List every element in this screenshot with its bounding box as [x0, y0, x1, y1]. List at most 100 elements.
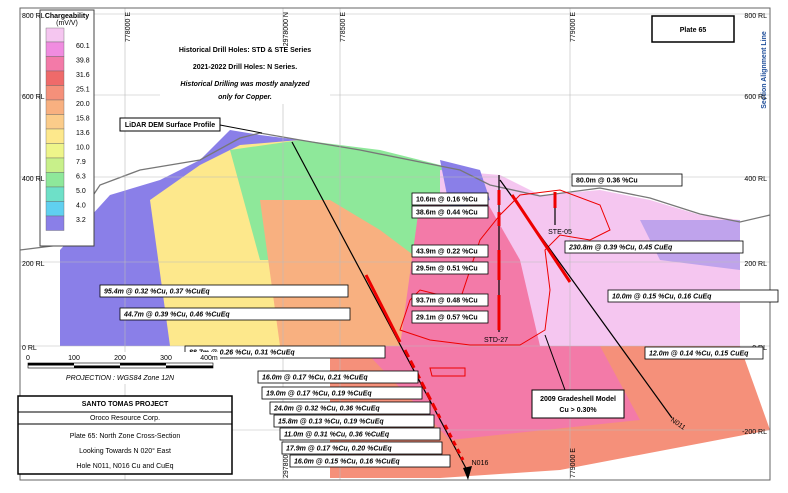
intercept-box: [279, 427, 441, 441]
intercept-label: 10.0m @ 0.15 %Cu, 0.16 CuEq: [612, 293, 712, 300]
intercept-box: [99, 284, 349, 298]
hole-label: STE-05: [548, 229, 572, 236]
legend-swatch: [45, 27, 65, 43]
scale-label: 300: [160, 355, 172, 362]
note: Historical Drill Holes: STD & STE Series: [179, 47, 311, 54]
legend-swatch: [45, 143, 65, 159]
intercept-box: [564, 240, 744, 254]
right-axis-label: 400 RL: [744, 176, 767, 183]
legend-label: 10.0: [76, 144, 90, 151]
gradeshell-label: Cu > 0.30%: [559, 407, 597, 414]
left-axis-label: 600 RL: [22, 94, 45, 101]
drill-holes: [291, 141, 673, 480]
gradeshell-outline: [429, 367, 466, 377]
legend-swatch: [45, 215, 65, 231]
intercept-label: 44.7m @ 0.39 %Cu, 0.46 %CuEq: [123, 311, 230, 318]
legend-label: 13.6: [76, 130, 90, 137]
legend-swatch: [45, 201, 65, 217]
top-axis-label: 2978000 N: [283, 12, 290, 46]
top-axis-label: 778000 E: [125, 12, 132, 42]
intercept-label: 11.0m @ 0.31 %Cu, 0.36 %CuEq: [284, 431, 390, 438]
bottom-axis-label: 2978000 N: [283, 444, 290, 478]
legend-swatch: [45, 114, 65, 130]
legend-swatch: [45, 157, 65, 173]
gradeshell-label: 2009 Gradeshell Model: [540, 396, 616, 403]
notes-box: [160, 42, 330, 104]
legend-swatch: [45, 186, 65, 202]
legend-label: 5.0: [76, 188, 86, 195]
legend-label: 7.9: [76, 159, 86, 166]
intercept-box: [261, 386, 423, 400]
note: 2021-2022 Drill Holes: N Series.: [193, 64, 297, 71]
intercept-label: 24.0m @ 0.32 %Cu, 0.36 %CuEq: [273, 405, 380, 412]
right-axis-label: 200 RL: [744, 261, 767, 268]
intercept-box: [411, 310, 489, 324]
intercept-label: 19.0m @ 0.17 %Cu, 0.19 %CuEq: [266, 390, 372, 397]
legend-label: 31.6: [76, 72, 90, 79]
intercept-box: [411, 192, 489, 206]
title-block: [17, 395, 233, 475]
intercept-label: 12.0m @ 0.14 %Cu, 0.15 CuEq: [649, 350, 749, 357]
legend-swatch: [45, 85, 65, 101]
legend-unit: (mV/V): [56, 20, 78, 27]
intercept-label: 10.6m @ 0.16 %Cu: [416, 196, 478, 203]
intercept-box: [571, 173, 683, 187]
intercept-box: [281, 441, 443, 455]
legend-swatch: [45, 172, 65, 188]
legend-label: 3.2: [76, 217, 86, 224]
scale-label: 0: [26, 355, 30, 362]
intercept-label: 38.6m @ 0.44 %Cu: [416, 209, 478, 216]
note: Historical Drilling was mostly analyzed: [180, 81, 310, 88]
intercept-label: 43.9m @ 0.22 %Cu: [416, 248, 478, 255]
scale-ticks: 0 100 200 300 400m: [26, 355, 218, 362]
surface-label-box: [119, 117, 221, 132]
left-axis-label: 800 RL: [22, 13, 45, 20]
right-axis-label: 800 RL: [744, 13, 767, 20]
title-line: Hole N011, N016 Cu and CuEq: [76, 463, 173, 470]
title-line: Looking Towards N 020° East: [79, 447, 171, 455]
right-axis-label: 600 RL: [744, 94, 767, 101]
intercept-label: 93.7m @ 0.48 %Cu: [416, 297, 478, 304]
hole-label: N016: [472, 460, 489, 467]
legend-label: 4.0: [76, 202, 86, 209]
intercept-box: [269, 401, 431, 415]
left-axis-label: 0 RL: [22, 345, 37, 352]
top-axis-label: 778500 E: [340, 12, 347, 42]
company: Oroco Resource Corp.: [90, 415, 160, 422]
left-axis-label: 200 RL: [22, 261, 45, 268]
hole-label: STD-27: [484, 337, 508, 344]
gradeshell-box: [531, 389, 625, 419]
intercept-label: 16.0m @ 0.15 %Cu, 0.16 %CuEq: [294, 458, 400, 465]
legend-label: 15.8: [76, 115, 90, 122]
intercepts: 80.0m @ 0.36 %Cu 10.6m @ 0.16 %Cu 38.6m @ …: [99, 173, 779, 468]
section-label: Section Alignment Line: [761, 31, 768, 109]
plate-label: Plate 65: [680, 27, 707, 34]
legend-swatch: [45, 56, 65, 72]
intercept-box: [257, 370, 419, 384]
intercept-label: 29.1m @ 0.57 %Cu: [416, 314, 478, 321]
intercept-box: [411, 293, 489, 307]
intercept-label: 88.7m @ 0.26 %Cu, 0.31 %CuEq: [189, 349, 295, 356]
intercept-box: [119, 307, 351, 321]
scale-label: 200: [114, 355, 126, 362]
legend-items: 60.1 39.8 31.6 25.1 20.0 15.8 13.6 10.0 7.9 6.3 5.…: [45, 41, 90, 231]
intercept-box: [289, 454, 451, 468]
intercept-label: 29.5m @ 0.51 %Cu: [416, 265, 478, 272]
surface-label: LiDAR DEM Surface Profile: [125, 122, 215, 129]
legend-label: 20.0: [76, 101, 90, 108]
intercept-box: [644, 346, 764, 360]
leader: [544, 334, 566, 391]
leader: [219, 124, 263, 134]
legend-label: 25.1: [76, 86, 90, 93]
intercept-box: [411, 244, 489, 258]
legend-swatch: [45, 128, 65, 144]
legend-title: Chargeability: [45, 13, 89, 20]
projection: PROJECTION : WGS84 Zone 12N: [66, 375, 175, 382]
top-axis-label: 779000 E: [570, 12, 577, 42]
intercept-label: 16.0m @ 0.17 %Cu, 0.21 %CuEq: [262, 374, 368, 381]
project-title: SANTO TOMAS PROJECT: [82, 401, 169, 408]
legend-label: 60.1: [76, 43, 90, 50]
intercept-box: [411, 261, 489, 275]
intercept-box: [411, 205, 489, 219]
